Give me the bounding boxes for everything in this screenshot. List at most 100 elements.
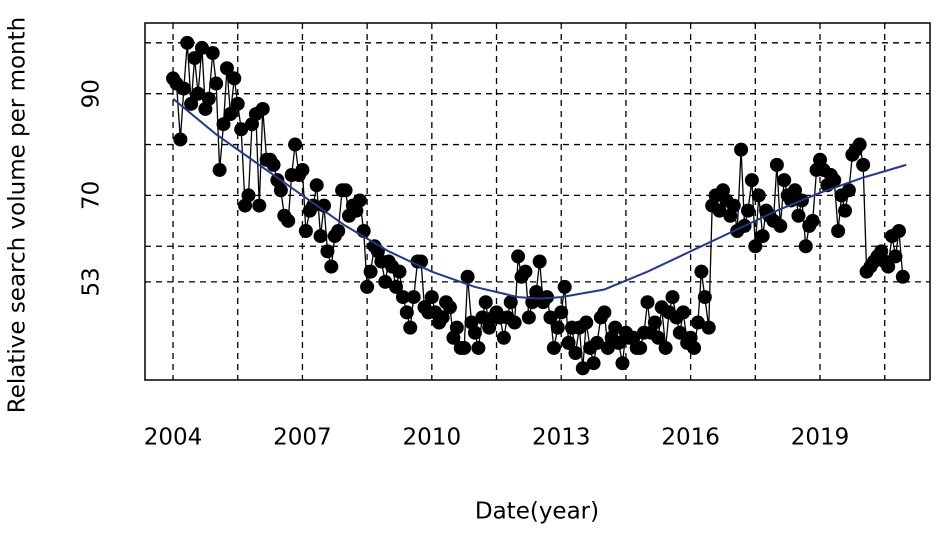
data-point — [360, 279, 375, 294]
data-point — [442, 300, 457, 315]
data-point — [690, 315, 705, 330]
data-point — [687, 340, 702, 355]
data-point — [449, 320, 464, 335]
data-point — [309, 178, 324, 193]
data-point — [881, 259, 896, 274]
data-point — [234, 122, 249, 137]
data-point — [176, 81, 191, 96]
data-point — [546, 340, 561, 355]
data-point — [805, 213, 820, 228]
data-point — [787, 183, 802, 198]
x-tick-label: 2004 — [144, 425, 203, 451]
x-tick-label: 2019 — [791, 425, 850, 451]
data-point — [827, 173, 842, 188]
data-point — [518, 264, 533, 279]
data-point — [550, 320, 565, 335]
data-point — [306, 198, 321, 213]
data-point — [389, 279, 404, 294]
data-point — [324, 259, 339, 274]
data-point — [201, 91, 216, 106]
x-axis-label: Date(year) — [475, 499, 599, 525]
data-point — [205, 46, 220, 61]
x-tick-label: 2007 — [273, 425, 332, 451]
data-point — [640, 295, 655, 310]
data-point — [611, 335, 626, 350]
data-point — [399, 305, 414, 320]
data-point — [744, 173, 759, 188]
data-point — [180, 35, 195, 50]
data-point — [475, 310, 490, 325]
data-point — [831, 223, 846, 238]
data-point — [457, 340, 472, 355]
data-point — [712, 203, 727, 218]
data-point — [223, 107, 238, 122]
data-point — [694, 264, 709, 279]
data-point — [424, 290, 439, 305]
data-point — [543, 310, 558, 325]
data-point — [503, 295, 518, 310]
data-point — [352, 193, 367, 208]
data-point — [187, 51, 202, 66]
data-point — [184, 96, 199, 111]
data-point — [561, 335, 576, 350]
data-point — [252, 198, 267, 213]
data-point — [539, 290, 554, 305]
data-point — [633, 340, 648, 355]
data-point — [615, 356, 630, 371]
data-point — [777, 173, 792, 188]
data-point — [701, 320, 716, 335]
data-point — [403, 320, 418, 335]
data-point — [651, 330, 666, 345]
data-point — [672, 325, 687, 340]
data-point — [532, 254, 547, 269]
data-point — [435, 310, 450, 325]
data-point — [313, 229, 328, 244]
data-point — [751, 188, 766, 203]
data-point — [216, 117, 231, 132]
data-point — [726, 198, 741, 213]
data-point — [478, 295, 493, 310]
data-point — [467, 325, 482, 340]
data-point — [406, 290, 421, 305]
data-point — [791, 208, 806, 223]
data-point — [241, 188, 256, 203]
data-point — [173, 132, 188, 147]
data-point — [496, 330, 511, 345]
x-tick-label: 2013 — [532, 425, 591, 451]
data-point — [230, 96, 245, 111]
data-point — [209, 76, 224, 91]
data-point — [608, 320, 623, 335]
data-point — [755, 229, 770, 244]
x-tick-label: 2016 — [661, 425, 720, 451]
data-point — [773, 218, 788, 233]
data-point — [597, 305, 612, 320]
y-tick-label: 70 — [79, 181, 105, 210]
data-point — [579, 315, 594, 330]
data-point — [320, 244, 335, 259]
data-point — [298, 223, 313, 238]
data-point — [529, 285, 544, 300]
data-point — [769, 157, 784, 172]
data-point — [460, 269, 475, 284]
data-point — [511, 249, 526, 264]
data-point — [697, 290, 712, 305]
data-point — [590, 335, 605, 350]
data-point — [266, 157, 281, 172]
data-point — [798, 239, 813, 254]
data-point — [273, 183, 288, 198]
data-point — [507, 315, 522, 330]
data-point — [392, 264, 407, 279]
data-point — [191, 86, 206, 101]
data-point — [676, 305, 691, 320]
data-point — [838, 203, 853, 218]
data-point — [395, 290, 410, 305]
data-point — [378, 274, 393, 289]
data-point — [331, 223, 346, 238]
y-tick-label: 53 — [79, 267, 105, 296]
data-point — [554, 305, 569, 320]
data-point — [219, 61, 234, 76]
data-point — [647, 315, 662, 330]
data-point — [658, 340, 673, 355]
data-point — [740, 203, 755, 218]
